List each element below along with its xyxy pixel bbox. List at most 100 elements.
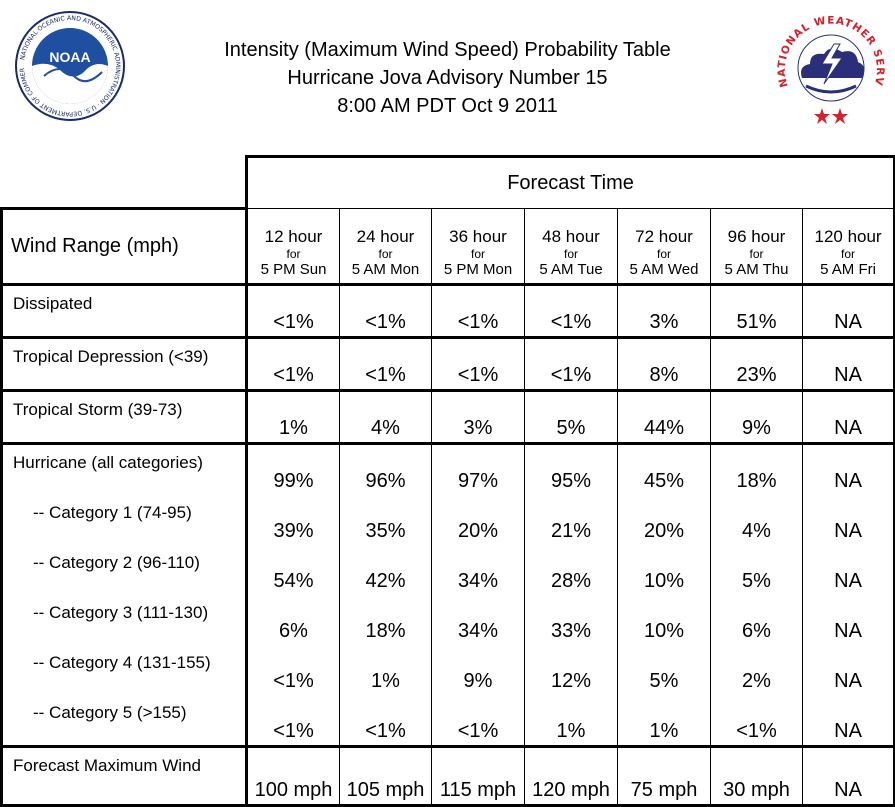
probability-cell: 100 mph [246,746,340,807]
title-line-3: 8:00 AM PDT Oct 9 2011 [337,95,558,117]
probability-cell: 1% [246,390,340,445]
column-header-when: 5 AM Mon [351,261,420,278]
column-header-for: for [470,247,485,261]
column-header-for: for [841,247,856,261]
probability-cell: 1% [617,695,711,748]
noaa-logo-text: NOAA [49,49,90,65]
column-header: 12 hour for 5 PM Sun [246,208,340,286]
page-header: NATIONAL OCEANIC AND ATMOSPHERIC ADMINIS… [0,0,895,155]
probability-cell: 30 mph [710,746,803,807]
column-header: 72 hour for 5 AM Wed [617,208,711,286]
column-header-hours: 96 hour [727,227,786,246]
table-row: -- Category 5 (>155) <1% <1% <1% 1% 1% <1% NA [0,695,895,748]
column-header-hours: 12 hour [264,227,323,246]
column-header-hours: 120 hour [814,227,882,246]
probability-cell: 10% [617,595,711,645]
column-header-hours: 48 hour [542,227,600,246]
probability-cell: <1% [431,337,525,392]
probability-cell: NA [801,284,895,339]
column-header-when: 5 AM Tue [539,261,603,278]
column-header-hours: 36 hour [449,227,507,246]
probability-cell: NA [801,545,895,595]
probability-cell: 5% [617,645,711,695]
probability-cell: NA [801,595,895,645]
column-header-for: for [378,247,393,261]
table-row: -- Category 4 (131-155) <1% 1% 9% 12% 5% 2% NA [0,645,895,695]
probability-cell: <1% [431,284,525,339]
probability-cell: 5% [524,390,618,445]
probability-cell: NA [801,443,895,495]
probability-cell: 4% [710,495,803,545]
probability-cell: 3% [617,284,711,339]
probability-cell: 1% [524,695,618,748]
probability-cell: NA [801,337,895,392]
column-header-for: for [286,247,301,261]
column-header: 96 hour for 5 AM Thu [710,208,803,286]
probability-cell: 120 mph [524,746,618,807]
probability-cell: <1% [246,284,340,339]
column-header-when: 5 PM Mon [443,261,513,278]
column-header: 48 hour for 5 AM Tue [524,208,618,286]
probability-cell: <1% [246,337,340,392]
table-corner [2,157,247,209]
table-row: Tropical Depression (<39) <1% <1% <1% <1% 8% 2… [0,337,895,392]
column-header: 24 hour for 5 AM Mon [339,208,432,286]
probability-cell: <1% [524,284,618,339]
column-header-for: for [563,247,578,261]
title-line-1: Intensity (Maximum Wind Speed) Probabili… [224,39,671,61]
probability-cell: 51% [710,284,803,339]
probability-cell: 42% [339,545,432,595]
probability-cell: NA [801,645,895,695]
probability-cell: 115 mph [431,746,525,807]
probability-table-region: Forecast Time Wind Range (mph) 12 hour fo… [0,155,895,807]
column-header-when: 5 PM Sun [260,261,327,278]
probability-cell: 39% [246,495,340,545]
nws-logo: NATIONAL WEATHER SERVICE [772,0,886,131]
row-label: -- Category 3 (111-130) [0,595,248,645]
probability-cell: 44% [617,390,711,445]
probability-cell: 23% [710,337,803,392]
probability-cell: 6% [710,595,803,645]
probability-cell: NA [801,695,895,748]
probability-cell: 34% [431,545,525,595]
probability-cell: <1% [524,337,618,392]
probability-cell: NA [801,495,895,545]
probability-cell: 6% [246,595,340,645]
table-row: Hurricane (all categories) 99% 96% 97% 95% 45… [0,443,895,495]
probability-cell: 2% [710,645,803,695]
column-header-for: for [749,247,764,261]
probability-cell: <1% [246,695,340,748]
table-row: -- Category 1 (74-95) 39% 35% 20% 21% 20% 4% NA [0,495,895,545]
row-label: -- Category 2 (96-110) [0,545,248,595]
probability-cell: 20% [431,495,525,545]
noaa-seagull-logo-icon: NATIONAL OCEANIC AND ATMOSPHERIC ADMINIS… [12,5,125,121]
probability-cell: 33% [524,595,618,645]
table-row: -- Category 3 (111-130) 6% 18% 34% 33% 10% 6% N… [0,595,895,645]
probability-cell: 75 mph [617,746,711,807]
title-line-2: Hurricane Jova Advisory Number 15 [287,67,608,89]
row-label: -- Category 1 (74-95) [0,495,248,545]
probability-cell: 18% [339,595,432,645]
probability-cell: 45% [617,443,711,495]
nws-lightning-cloud-logo-icon: NATIONAL WEATHER SERVICE [772,0,885,124]
column-header-when: 5 AM Fri [820,261,876,278]
probability-cell: 9% [710,390,803,445]
probability-cell: 9% [431,645,525,695]
wind-range-header: Wind Range (mph) [0,207,248,286]
probability-cell: <1% [339,337,432,392]
probability-cell: 20% [617,495,711,545]
probability-cell: 97% [431,443,525,495]
table-row: Tropical Storm (39-73) 1% 4% 3% 5% 44% 9% NA [0,390,895,445]
probability-cell: 96% [339,443,432,495]
row-label: -- Category 4 (131-155) [0,645,248,695]
probability-cell: 95% [524,443,618,495]
probability-cell: 12% [524,645,618,695]
probability-cell: 34% [431,595,525,645]
probability-cell: 21% [524,495,618,545]
table-row: -- Category 2 (96-110) 54% 42% 34% 28% 10% 5% N… [0,545,895,595]
probability-cell: 10% [617,545,711,595]
table-row: Dissipated <1% <1% <1% <1% 3% 51% NA [0,284,895,339]
probability-cell: 99% [246,443,340,495]
row-label: Tropical Depression (<39) [0,337,248,392]
table-row: Forecast Maximum Wind 100 mph 105 mph 115 m… [0,746,895,807]
